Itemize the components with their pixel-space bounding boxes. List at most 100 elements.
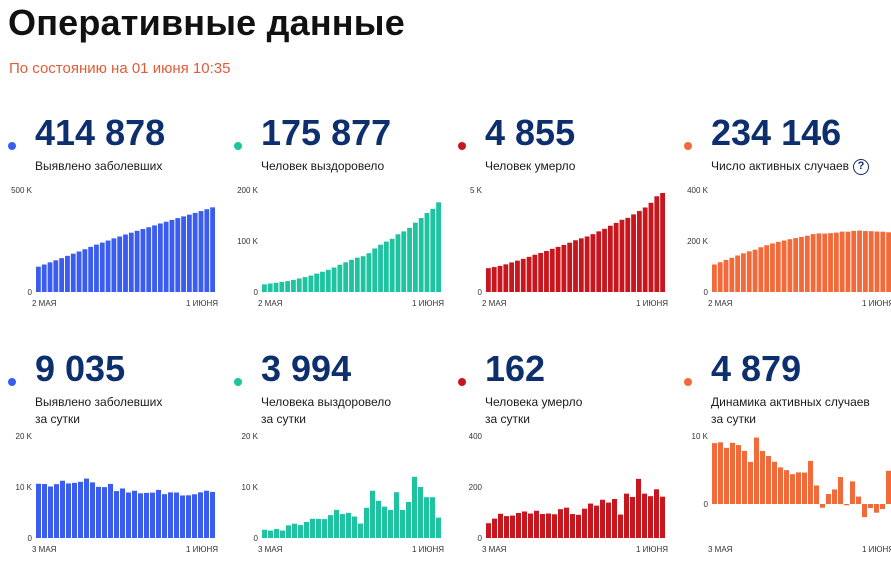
chart-bar[interactable] [648,202,654,292]
chart-bar[interactable] [186,495,191,538]
chart-bar[interactable] [394,492,399,538]
chart-bar[interactable] [72,482,77,538]
chart-bar[interactable] [186,214,192,292]
chart-bar[interactable] [784,470,789,504]
chart-bar[interactable] [772,461,777,504]
chart-bar[interactable] [844,504,849,506]
chart-bar[interactable] [111,238,117,292]
chart-bar[interactable] [204,490,209,538]
chart-bar[interactable] [262,529,267,538]
chart-bar[interactable] [578,238,584,292]
chart-bar[interactable] [285,281,291,292]
chart-bar[interactable] [70,253,76,292]
chart-bar[interactable] [742,450,747,504]
chart-bar[interactable] [279,281,285,292]
chart-bar[interactable] [730,442,735,504]
chart-bar[interactable] [754,437,759,504]
chart-bar[interactable] [334,509,339,538]
chart-bar[interactable] [150,492,155,538]
chart-bar[interactable] [424,212,430,292]
chart-bar[interactable] [729,257,735,292]
chart-bar[interactable] [712,443,717,504]
chart-bar[interactable] [146,227,152,292]
chart-bar[interactable] [372,248,378,292]
chart-bar[interactable] [735,255,741,293]
chart-bar[interactable] [793,238,799,292]
chart-bar[interactable] [832,489,837,504]
chart-bar[interactable] [558,509,563,538]
chart-bar[interactable] [36,266,41,292]
chart-bar[interactable] [576,514,581,538]
chart-bar[interactable] [268,530,273,538]
chart-bar[interactable] [53,260,59,292]
chart-bar[interactable] [354,257,360,292]
chart-bar[interactable] [567,242,573,292]
chart-bar[interactable] [796,472,801,504]
chart-bar[interactable] [144,492,149,538]
chart-bar[interactable] [84,478,89,538]
chart-bar[interactable] [366,253,372,292]
chart-bar[interactable] [498,513,503,538]
chart-bar[interactable] [267,283,273,292]
chart-bar[interactable] [654,489,659,538]
chart-bar[interactable] [624,493,629,538]
chart-bar[interactable] [886,470,891,504]
chart-bar[interactable] [534,510,539,538]
chart-bar[interactable] [331,267,337,292]
chart-bar[interactable] [856,496,861,504]
chart-bar[interactable] [36,483,41,538]
chart-bar[interactable] [163,221,169,292]
chart-bar[interactable] [582,508,587,538]
chart-bar[interactable] [364,507,369,538]
chart-bar[interactable] [736,445,741,504]
chart-bar[interactable] [504,516,509,538]
chart-bar[interactable] [412,476,417,538]
chart-bar[interactable] [833,232,839,292]
chart-bar[interactable] [775,241,781,292]
chart-bar[interactable] [546,513,551,538]
chart-bar[interactable] [712,264,717,292]
chart-bar[interactable] [138,493,143,538]
chart-bar[interactable] [544,251,549,292]
chart-bar[interactable] [814,485,819,504]
chart-bar[interactable] [552,514,557,538]
chart-bar[interactable] [590,234,596,292]
chart-bar[interactable] [389,238,395,292]
chart-bar[interactable] [88,246,94,292]
chart-bar[interactable] [105,240,111,292]
chart-bar[interactable] [660,192,665,292]
chart-bar[interactable] [210,491,215,538]
chart-bar[interactable] [388,509,393,538]
chart-bar[interactable] [880,231,886,292]
chart-bar[interactable] [152,225,157,292]
chart-bar[interactable] [291,279,296,292]
chart-bar[interactable] [340,514,345,538]
chart-bar[interactable] [346,512,351,538]
chart-bar[interactable] [337,264,343,292]
chart-bar[interactable] [134,230,140,292]
chart-bar[interactable] [328,515,333,538]
chart-bar[interactable] [325,269,331,292]
chart-bar[interactable] [549,248,555,292]
chart-bar[interactable] [520,258,526,292]
chart-bar[interactable] [746,251,752,292]
chart-bar[interactable] [874,504,879,513]
chart-bar[interactable] [180,495,185,538]
chart-bar[interactable] [781,240,787,292]
chart-bar[interactable] [838,477,843,504]
chart-bar[interactable] [718,442,723,504]
chart-bar[interactable] [491,267,497,292]
chart-bar[interactable] [280,530,285,538]
chart-bar[interactable] [94,244,99,292]
chart-bar[interactable] [424,497,429,538]
chart-bar[interactable] [273,282,279,292]
chart-bar[interactable] [430,208,436,292]
chart-bar[interactable] [99,242,105,292]
chart-bar[interactable] [54,484,59,538]
chart-bar[interactable] [132,490,137,538]
chart-bar[interactable] [181,216,186,292]
chart-bar[interactable] [741,253,746,292]
chart-bar[interactable] [343,262,349,292]
chart-bar[interactable] [764,245,770,292]
chart-bar[interactable] [314,273,320,292]
